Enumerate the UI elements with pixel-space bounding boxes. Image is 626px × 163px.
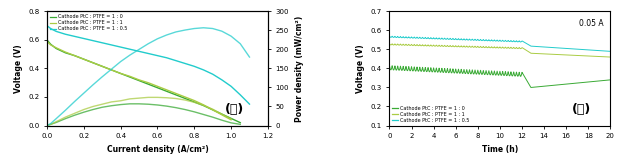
Text: 0.05 A: 0.05 A: [579, 19, 603, 28]
Legend: Cathode PtC : PTFE = 1 : 0, Cathode PtC : PTFE = 1 : 1, Cathode PtC : PTFE = 1 :: Cathode PtC : PTFE = 1 : 0, Cathode PtC …: [392, 105, 470, 123]
Y-axis label: Power density (mW/cm²): Power density (mW/cm²): [295, 15, 304, 122]
Y-axis label: Voltage (V): Voltage (V): [14, 44, 23, 93]
X-axis label: Time (h): Time (h): [482, 145, 518, 154]
Text: (나): (나): [572, 103, 591, 116]
X-axis label: Current density (A/cm²): Current density (A/cm²): [106, 145, 208, 154]
Y-axis label: Voltage (V): Voltage (V): [356, 44, 365, 93]
Text: (가): (가): [225, 103, 244, 116]
Legend: Cathode PtC : PTFE = 1 : 0, Cathode PtC : PTFE = 1 : 1, Cathode PtC : PTFE = 1 :: Cathode PtC : PTFE = 1 : 0, Cathode PtC …: [49, 14, 128, 32]
